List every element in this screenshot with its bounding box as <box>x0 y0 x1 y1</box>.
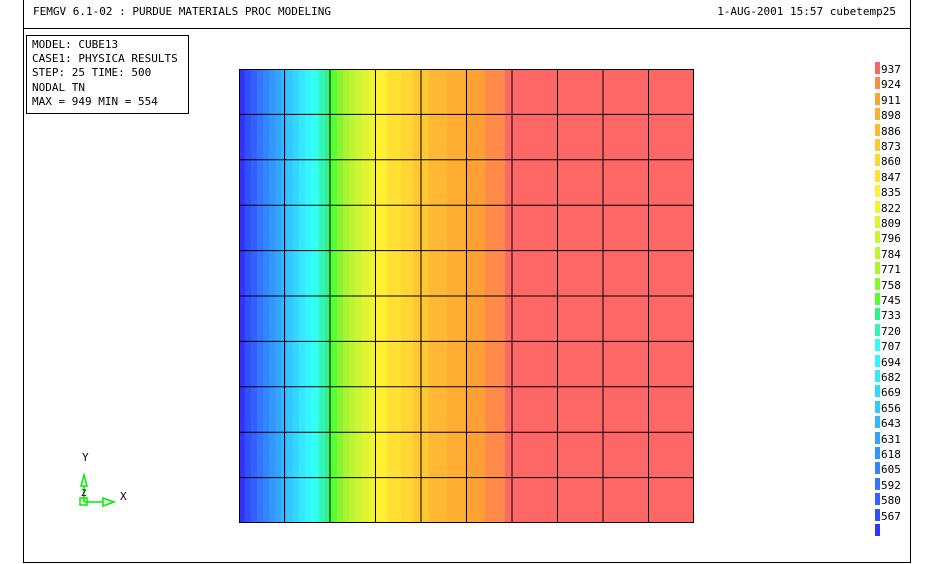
legend-label: 873 <box>881 140 901 153</box>
x-axis-label: X <box>120 490 127 503</box>
legend-swatch <box>875 400 880 413</box>
legend-swatch <box>875 385 880 398</box>
legend-swatch <box>875 447 880 459</box>
model-line: MODEL: CUBE13 <box>32 38 119 51</box>
legend-label: 567 <box>881 509 901 523</box>
legend-label: 656 <box>881 401 901 415</box>
y-axis-label: Y <box>82 451 89 464</box>
legend-label: 847 <box>881 170 901 184</box>
legend-swatch <box>875 92 880 105</box>
legend-swatch <box>875 200 880 213</box>
legend-label: 592 <box>881 478 901 492</box>
legend-swatch <box>875 262 880 275</box>
legend-label: 758 <box>881 278 901 292</box>
legend-label: 745 <box>881 294 901 307</box>
legend-label: 682 <box>881 371 901 384</box>
legend-label: 860 <box>881 155 901 169</box>
legend-swatch <box>875 154 880 167</box>
legend-label: 580 <box>881 494 901 508</box>
legend-label: 835 <box>881 186 901 200</box>
axis-triad-icon <box>79 472 117 508</box>
legend-swatch <box>875 216 880 228</box>
legend-label: 631 <box>881 432 901 446</box>
contour-mesh[interactable] <box>239 69 694 523</box>
maxmin-line: MAX = 949 MIN = 554 <box>32 94 158 108</box>
legend-swatch <box>875 77 880 90</box>
legend-label: 707 <box>881 340 901 354</box>
legend-swatch <box>875 108 880 121</box>
viewport-frame <box>23 0 911 563</box>
legend-swatch <box>875 231 880 244</box>
axis-triad: Y X Z <box>70 450 140 520</box>
legend-swatch <box>875 323 880 336</box>
legend-swatch <box>875 185 880 198</box>
legend-swatch <box>875 524 880 536</box>
legend-swatch <box>875 293 880 305</box>
legend-swatch <box>875 339 880 352</box>
legend-label: 937 <box>881 63 901 76</box>
date-stamp: 1-AUG-2001 15:57 cubetemp25 <box>717 5 896 18</box>
legend-label: 618 <box>881 448 901 461</box>
legend-label: 784 <box>881 247 901 261</box>
legend-swatch <box>875 508 880 521</box>
legend-swatch <box>875 308 880 321</box>
legend-swatch <box>875 246 880 259</box>
legend-label: 886 <box>881 124 901 138</box>
legend-label: 605 <box>881 463 901 477</box>
legend-swatch <box>875 277 880 290</box>
legend-label: 898 <box>881 109 901 123</box>
z-axis-label: Z <box>81 489 87 499</box>
legend-label: 771 <box>881 263 901 277</box>
variable-line: NODAL TN <box>32 80 85 94</box>
legend-swatch <box>875 62 880 74</box>
legend-label: 643 <box>881 417 901 431</box>
legend-swatch <box>875 123 880 136</box>
step-line: STEP: 25 TIME: 500 <box>32 66 152 80</box>
legend-label: 809 <box>881 217 901 230</box>
legend-swatch <box>875 354 880 367</box>
legend-swatch <box>875 493 880 506</box>
case-line: CASE1: PHYSICA RESULTS <box>32 52 178 66</box>
legend-swatch <box>875 169 880 182</box>
legend-label: 669 <box>881 386 901 400</box>
legend-label: 733 <box>881 309 901 323</box>
legend-swatch <box>875 477 880 490</box>
app-title: FEMGV 6.1-02 : PURDUE MATERIALS PROC MOD… <box>33 5 332 18</box>
legend-label: 924 <box>881 78 901 92</box>
legend-label: 796 <box>881 232 901 246</box>
legend-swatch <box>875 139 880 151</box>
title-bar: FEMGV 6.1-02 : PURDUE MATERIALS PROC MOD… <box>23 0 911 29</box>
legend-label: 694 <box>881 355 901 369</box>
legend-swatch <box>875 462 880 475</box>
legend-label: 720 <box>881 324 901 338</box>
info-box: MODEL: CUBE13 CASE1: PHYSICA RESULTS STE… <box>26 35 189 114</box>
legend-swatch <box>875 431 880 444</box>
legend-label: 911 <box>881 93 901 107</box>
legend-label: 822 <box>881 201 901 215</box>
legend-swatch <box>875 416 880 429</box>
legend-swatch <box>875 370 880 382</box>
